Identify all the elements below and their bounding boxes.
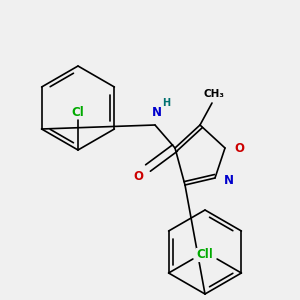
Text: O: O <box>133 169 143 182</box>
Text: O: O <box>234 142 244 154</box>
Text: Cl: Cl <box>196 248 209 262</box>
Text: CH₃: CH₃ <box>203 89 224 99</box>
Text: H: H <box>162 98 170 108</box>
Text: N: N <box>152 106 162 119</box>
Text: N: N <box>224 173 234 187</box>
Text: Cl: Cl <box>72 106 84 118</box>
Text: Cl: Cl <box>201 248 214 262</box>
